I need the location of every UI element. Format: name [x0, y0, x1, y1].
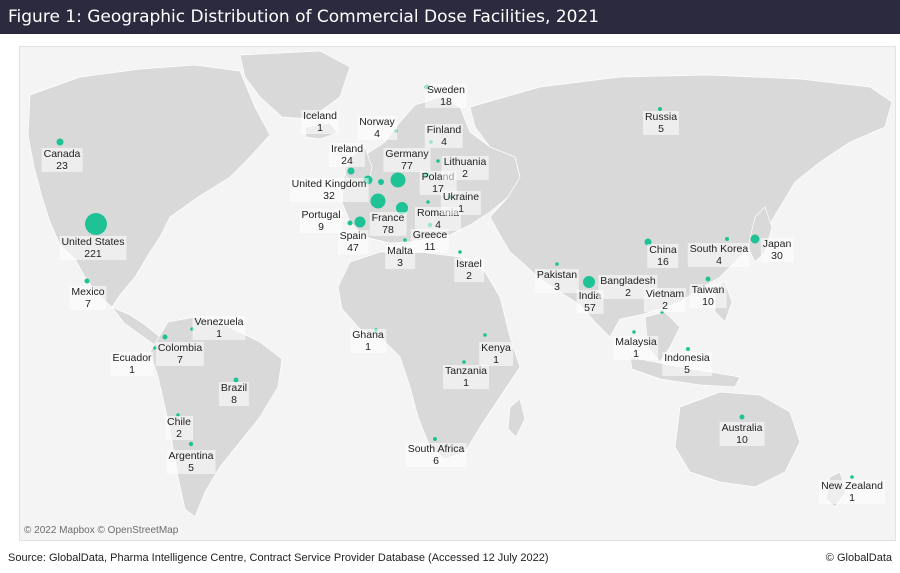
marker-france[interactable] — [370, 193, 386, 209]
copyright-note: © GlobalData — [825, 552, 892, 564]
label-lithuania: Lithuania 2 — [441, 156, 489, 180]
marker-colombia[interactable] — [162, 334, 168, 340]
label-south-korea: South Korea 4 — [687, 243, 751, 267]
label-israel: Israel 2 — [454, 258, 484, 282]
label-kenya: Kenya 1 — [479, 342, 513, 366]
label-iceland: Iceland 1 — [301, 110, 339, 134]
marker-romania[interactable] — [426, 200, 430, 204]
marker-brazil[interactable] — [233, 377, 239, 383]
label-ireland: Ireland 24 — [328, 143, 366, 167]
marker-portugal[interactable] — [347, 220, 353, 226]
label-indonesia: Indonesia 5 — [662, 352, 712, 376]
label-bangladesh: Bangladesh 2 — [598, 275, 658, 299]
marker-germany[interactable] — [390, 172, 406, 188]
marker-ireland[interactable] — [347, 167, 355, 175]
label-malta: Malta 3 — [385, 245, 415, 269]
label-new-zealand: New Zealand 1 — [819, 480, 885, 504]
label-mexico: Mexico 7 — [69, 286, 107, 310]
label-ukraine: Ukraine 1 — [440, 191, 482, 215]
marker-china[interactable] — [644, 238, 652, 246]
label-russia: Russia 5 — [642, 111, 680, 135]
label-ecuador: Ecuador 1 — [110, 352, 154, 376]
label-tanzania: Tanzania 1 — [442, 365, 490, 389]
label-argentina: Argentina 5 — [166, 450, 216, 474]
marker-israel[interactable] — [458, 250, 462, 254]
source-note: Source: GlobalData, Pharma Intelligence … — [8, 552, 549, 564]
map-attribution[interactable]: © 2022 Mapbox © OpenStreetMap — [24, 525, 179, 536]
label-venezuela: Venezuela 1 — [192, 316, 246, 340]
label-ghana: Ghana 1 — [350, 329, 386, 353]
marker-spain[interactable] — [354, 216, 366, 228]
marker-argentina[interactable] — [188, 441, 194, 447]
marker-netherlands-belgium[interactable] — [378, 179, 384, 185]
marker-tanzania[interactable] — [462, 360, 466, 364]
marker-malta[interactable] — [403, 238, 407, 242]
label-portugal: Portugal 9 — [299, 209, 343, 233]
marker-mexico[interactable] — [84, 278, 90, 284]
label-japan: Japan 30 — [760, 238, 794, 262]
marker-lithuania[interactable] — [436, 159, 440, 163]
marker-japan[interactable] — [750, 234, 760, 244]
label-australia: Australia 10 — [719, 422, 765, 446]
marker-australia[interactable] — [739, 414, 745, 420]
marker-united-states[interactable] — [85, 213, 107, 235]
label-malaysia: Malaysia 1 — [613, 336, 659, 360]
marker-south-korea[interactable] — [725, 237, 729, 241]
label-canada: Canada 23 — [41, 148, 83, 172]
label-brazil: Brazil 8 — [218, 382, 250, 406]
marker-greece-cluster[interactable] — [396, 202, 408, 214]
label-norway: Norway 4 — [357, 116, 397, 140]
label-germany: Germany 77 — [383, 148, 431, 172]
figure-title: Figure 1: Geographic Distribution of Com… — [0, 0, 900, 34]
label-south-africa: South Africa 6 — [405, 443, 467, 467]
label-finland: Finland 4 — [424, 124, 464, 148]
label-colombia: Colombia 7 — [155, 342, 205, 366]
label-vietnam: Vietnam 2 — [643, 288, 687, 312]
marker-india[interactable] — [583, 276, 595, 288]
label-france: France 78 — [369, 212, 407, 236]
label-chile: Chile 2 — [165, 416, 193, 440]
marker-kenya[interactable] — [483, 333, 487, 337]
label-sweden: Sweden 18 — [425, 84, 467, 108]
marker-south-africa[interactable] — [433, 437, 437, 441]
marker-pakistan[interactable] — [555, 262, 559, 266]
marker-taiwan[interactable] — [705, 276, 711, 282]
label-pakistan: Pakistan 3 — [534, 269, 580, 293]
label-united-kingdom: United Kingdom 32 — [289, 178, 369, 202]
label-greece: Greece 11 — [410, 229, 450, 253]
label-spain: Spain 47 — [337, 230, 369, 254]
world-map[interactable]: United States 221 France 78 Germany 77 Indi… — [19, 46, 896, 541]
label-taiwan: Taiwan 10 — [689, 284, 727, 308]
marker-chile[interactable] — [176, 413, 180, 417]
marker-canada[interactable] — [56, 138, 64, 146]
madagascar — [507, 398, 526, 438]
marker-new-zealand[interactable] — [850, 475, 854, 479]
marker-malaysia[interactable] — [632, 330, 636, 334]
marker-indonesia[interactable] — [686, 347, 690, 351]
label-united-states: United States 221 — [59, 236, 127, 260]
label-china: China 16 — [647, 244, 679, 268]
label-india: India 57 — [576, 290, 604, 314]
marker-russia[interactable] — [658, 107, 662, 111]
